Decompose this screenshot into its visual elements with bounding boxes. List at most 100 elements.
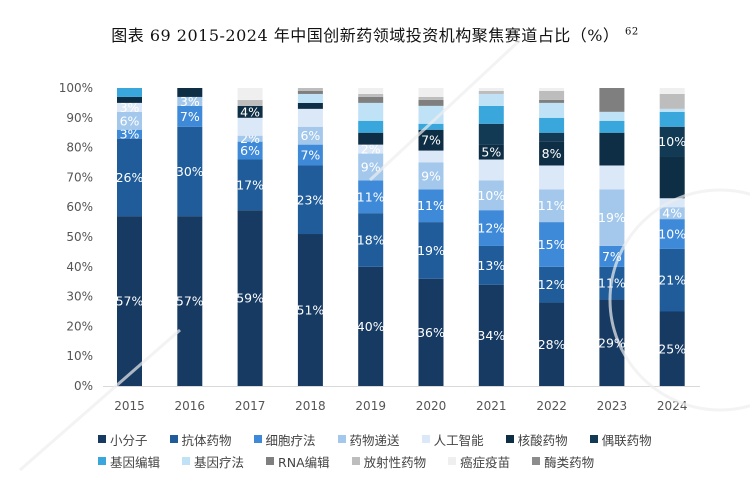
bar-segment — [418, 150, 444, 163]
data-label: 15% — [538, 237, 566, 252]
y-tick-label: 10% — [66, 349, 93, 363]
legend-item: 药物递送 — [337, 430, 400, 449]
bar-segment — [599, 132, 625, 166]
data-label: 9% — [361, 159, 381, 174]
data-label: 19% — [598, 210, 626, 225]
bar-segment — [358, 180, 384, 214]
bar-segment — [478, 88, 504, 91]
bar-segment — [237, 159, 263, 211]
bar-segment — [478, 245, 504, 285]
legend-item: 放射性药物 — [351, 452, 427, 471]
bar-segment — [177, 126, 203, 217]
bar-segment — [297, 234, 323, 386]
bar-2018: 51% 23% 7% 6% — [297, 88, 325, 386]
data-label: 3% — [120, 127, 140, 142]
bar-2015: 57% 26% 3%6%3% — [116, 88, 144, 386]
bar-segment — [297, 93, 323, 103]
legend-label: 细胞疗法 — [265, 432, 316, 448]
bar-segment — [659, 108, 685, 112]
bar-2016: 57% 30% 7%3% — [176, 88, 204, 386]
data-label: 30% — [176, 164, 204, 179]
bar-segment — [599, 88, 625, 112]
data-label: 3% — [120, 100, 140, 115]
bar-segment — [418, 99, 444, 106]
legend-swatch — [448, 457, 457, 465]
data-label: 12% — [538, 277, 566, 292]
bar-segment — [237, 88, 263, 100]
bar-2019: 40%18%11%9%2% — [357, 88, 385, 386]
legend: 小分子 抗体药物 细胞疗法 药物递送 人工智能 核酸药物 偶联药物 基因编辑 基因疗法 RNA编辑… — [98, 428, 718, 472]
bar-segment — [418, 105, 444, 124]
bar-segment — [418, 222, 444, 279]
bar-segment — [599, 165, 625, 190]
data-label: 3% — [180, 94, 200, 109]
x-tick-label: 2022 — [536, 399, 567, 413]
bar-2020: 36% 19% 11% 9% 7% — [417, 88, 445, 386]
legend-swatch — [98, 457, 106, 465]
bar-segment — [539, 117, 565, 133]
data-label: 11% — [598, 276, 626, 291]
data-label: 29% — [598, 335, 626, 350]
bar-segment — [478, 90, 504, 94]
legend-item: 小分子 — [98, 430, 148, 449]
bar-segment — [177, 105, 203, 127]
data-label: 34% — [477, 328, 505, 343]
legend-swatch — [266, 457, 275, 465]
data-label: 6% — [120, 113, 140, 128]
footnote-marker: 62 — [625, 26, 639, 38]
bar-segment — [539, 302, 565, 386]
data-label: 21% — [658, 273, 686, 288]
legend-label: 偶联药物 — [601, 432, 652, 448]
y-tick-label: 80% — [66, 141, 93, 155]
bar-segment — [358, 132, 384, 145]
legend-swatch — [505, 435, 514, 443]
x-tick-label: 2015 — [114, 399, 145, 413]
bar-segment — [237, 99, 263, 106]
data-label: 6% — [300, 128, 320, 143]
bar-segment — [539, 88, 565, 91]
legend-row: 基因编辑 基因疗法 RNA编辑 放射性药物 癌症疫苗 酶类药物 — [98, 450, 718, 472]
legend-label: 小分子 — [110, 432, 148, 448]
y-tick-label: 50% — [66, 230, 93, 244]
data-label: 5% — [481, 145, 501, 160]
legend-swatch — [98, 435, 106, 443]
bar-segment — [117, 111, 142, 130]
legend-item: 基因疗法 — [182, 452, 244, 471]
bar-segment — [418, 189, 444, 223]
bar-segment — [478, 284, 504, 386]
legend-item: 人工智能 — [421, 430, 484, 449]
legend-item: RNA编辑 — [266, 452, 330, 471]
bar-2023: 29% 11% 7% 19% — [598, 88, 626, 386]
data-label: 11% — [357, 189, 385, 204]
x-tick-label: 2019 — [355, 399, 386, 413]
bar-segment — [539, 189, 565, 223]
y-tick-label: 60% — [66, 200, 93, 214]
data-label: 36% — [417, 325, 445, 340]
y-axis: 0% 10% 20% 30% 40% 50% 60% 70% 80% 90% 100% — [59, 81, 93, 393]
x-axis: 2015 2016 2017 2018 2019 2020 2021 2022 2023 2024 — [103, 386, 700, 413]
bar-segment — [539, 266, 565, 303]
data-label: 4% — [240, 104, 260, 119]
bar-segment — [237, 105, 263, 118]
bar-segment — [297, 108, 323, 127]
bar-segment — [297, 102, 323, 109]
x-tick-label: 2018 — [295, 399, 326, 413]
data-label: 7% — [421, 133, 441, 148]
bar-segment — [659, 126, 685, 157]
bar-segment — [297, 126, 323, 145]
legend-swatch — [589, 435, 598, 443]
data-label: 12% — [477, 221, 505, 236]
bar-segment — [117, 96, 142, 103]
data-label: 7% — [180, 109, 200, 124]
bar-segment — [539, 141, 565, 166]
data-label: 23% — [297, 192, 325, 207]
data-label: 17% — [236, 177, 264, 192]
data-label: 11% — [538, 198, 566, 213]
data-label: 40% — [357, 319, 385, 334]
legend-swatch — [421, 435, 430, 443]
bar-segment — [659, 93, 685, 109]
bar-segment — [177, 216, 203, 386]
bar-segment — [599, 120, 625, 133]
bar-segment — [177, 88, 203, 97]
legend-label: 放射性药物 — [363, 454, 427, 470]
